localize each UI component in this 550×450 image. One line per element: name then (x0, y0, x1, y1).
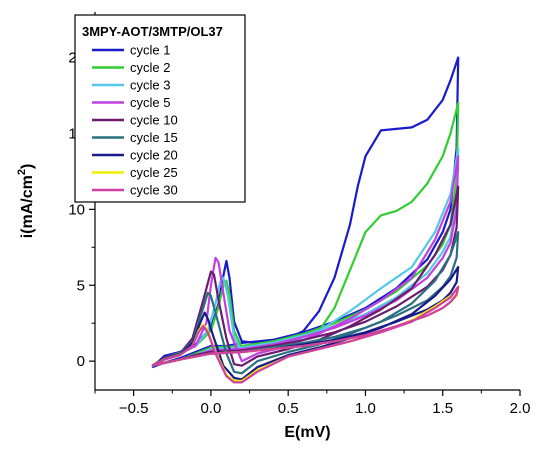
legend-label: cycle 10 (130, 113, 178, 128)
x-tick-label: 1.5 (432, 400, 453, 417)
x-tick-label: −0.5 (119, 400, 149, 417)
x-tick-label: 0.0 (200, 400, 221, 417)
y-axis-title-main: i(mA/cm (19, 175, 36, 238)
series-line-cycle-5 (151, 155, 460, 367)
legend-label: cycle 2 (130, 60, 170, 75)
x-axis-title: E(mV) (284, 424, 330, 441)
legend-title: 3MPY-AOT/3MTP/OL37 (82, 24, 223, 39)
legend-label: cycle 25 (130, 165, 178, 180)
x-tick-label: 0.5 (278, 400, 299, 417)
y-tick-label: 10 (68, 201, 85, 218)
y-axis-title-close: ) (19, 164, 36, 169)
legend-label: cycle 3 (130, 78, 170, 93)
y-tick-label: 5 (77, 277, 85, 294)
legend-box (74, 14, 246, 203)
plot-lines (151, 56, 460, 384)
x-tick-label: 2.0 (510, 400, 531, 417)
series-line-cycle-15 (151, 231, 460, 375)
legend: 3MPY-AOT/3MTP/OL37 cycle 1 cycle 2 cycle 3 c… (74, 14, 246, 203)
series-line-cycle-10 (151, 185, 460, 367)
x-tick-label: 1.0 (355, 400, 376, 417)
legend-label: cycle 30 (130, 183, 178, 198)
legend-label: cycle 15 (130, 130, 178, 145)
y-axis-title: i(mA/cm2) (16, 164, 36, 239)
legend-label: cycle 1 (130, 43, 170, 58)
legend-label: cycle 5 (130, 95, 170, 110)
y-tick-label: 0 (77, 353, 85, 370)
series-line-cycle-1 (151, 56, 460, 369)
y-axis-title-sup: 2 (16, 169, 28, 175)
series-line-cycle-30 (151, 285, 460, 384)
legend-label: cycle 20 (130, 148, 178, 163)
